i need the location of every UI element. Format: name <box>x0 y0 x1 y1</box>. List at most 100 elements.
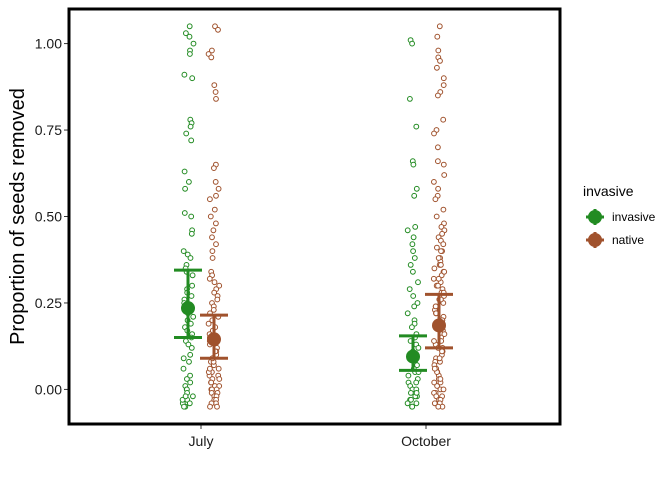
data-point-native <box>211 165 217 172</box>
data-point-native <box>207 403 213 410</box>
data-point-invasive <box>415 279 421 286</box>
data-point-invasive <box>186 358 192 365</box>
data-point-invasive <box>186 33 193 40</box>
summary-errorbars <box>174 268 453 372</box>
data-point-native <box>207 196 213 203</box>
y-axis-title: Proportion of seeds removed <box>7 88 29 345</box>
data-point-native <box>434 64 440 71</box>
data-point-native <box>209 248 216 255</box>
data-point-invasive <box>189 75 196 82</box>
data-point-invasive <box>181 403 187 410</box>
data-point-invasive <box>410 234 417 241</box>
data-point-invasive <box>185 341 192 348</box>
data-point-invasive <box>413 123 420 130</box>
data-point-native <box>440 241 447 248</box>
data-point-invasive <box>411 192 418 199</box>
data-point-invasive <box>181 71 188 78</box>
data-point-native <box>214 296 221 303</box>
data-point-invasive <box>187 372 194 379</box>
data-point-invasive <box>405 372 412 379</box>
data-point-native <box>435 255 442 261</box>
data-point-invasive <box>183 30 189 37</box>
data-point-native <box>440 116 447 123</box>
data-point-native <box>436 355 443 362</box>
data-point-native <box>212 23 218 30</box>
data-point-native <box>211 82 218 88</box>
data-point-native <box>432 196 439 203</box>
data-point-invasive <box>184 376 190 382</box>
legend-title: invasive <box>583 183 634 199</box>
data-point-invasive <box>408 390 414 396</box>
data-point-invasive <box>413 185 420 192</box>
x-tick-label: July <box>189 433 214 449</box>
data-point-invasive <box>188 213 195 220</box>
data-point-native <box>432 303 439 310</box>
data-point-invasive <box>409 403 416 410</box>
data-point-invasive <box>407 262 414 268</box>
data-point-native <box>440 386 447 393</box>
data-point-invasive <box>413 400 420 407</box>
data-point-invasive <box>413 379 420 386</box>
mean-marker-invasive <box>181 301 195 316</box>
data-point-invasive <box>406 286 413 293</box>
legend-key-dot <box>588 233 602 247</box>
data-point-native <box>431 130 437 137</box>
data-point-native <box>431 400 438 407</box>
data-point-native <box>209 234 215 241</box>
data-point-native <box>437 58 443 64</box>
data-point-invasive <box>409 241 416 248</box>
data-point-invasive <box>415 345 422 351</box>
data-point-invasive <box>189 282 196 289</box>
data-point-native <box>211 279 218 286</box>
data-point-invasive <box>187 255 194 261</box>
data-point-native <box>433 213 440 220</box>
mean-marker-native <box>432 318 446 333</box>
data-point-native <box>430 275 437 282</box>
data-point-invasive <box>188 345 195 351</box>
data-point-native <box>213 220 219 227</box>
data-point-native <box>441 172 448 178</box>
data-point-native <box>434 244 440 251</box>
data-point-invasive <box>180 365 187 372</box>
data-point-native <box>434 33 441 40</box>
data-point-native <box>441 331 448 338</box>
data-point-invasive <box>180 248 187 255</box>
data-point-invasive <box>407 96 413 102</box>
data-point-invasive <box>181 210 188 216</box>
data-point-native <box>212 89 219 95</box>
data-point-native <box>435 47 442 54</box>
data-point-native <box>206 275 213 282</box>
data-point-invasive <box>404 400 411 407</box>
data-point-native <box>210 307 217 313</box>
data-point-invasive <box>409 40 416 47</box>
data-point-native <box>215 185 222 192</box>
data-point-invasive <box>404 310 411 317</box>
data-point-native <box>210 227 217 234</box>
data-point-invasive <box>183 130 190 137</box>
data-point-native <box>438 248 444 255</box>
data-point-native <box>209 47 215 54</box>
data-point-native <box>214 403 220 410</box>
data-point-invasive <box>410 248 417 255</box>
data-point-native <box>213 241 219 248</box>
data-point-native <box>431 365 438 372</box>
mean-marker-invasive <box>406 349 420 364</box>
data-point-invasive <box>189 272 196 279</box>
data-point-native <box>431 265 438 272</box>
data-point-native <box>431 338 437 344</box>
y-tick-label: 0.75 <box>35 122 62 138</box>
data-point-invasive <box>187 123 194 130</box>
data-point-invasive <box>411 255 418 261</box>
data-point-invasive <box>404 227 411 234</box>
data-point-native <box>215 365 222 372</box>
data-point-invasive <box>414 300 421 306</box>
data-point-invasive <box>411 303 418 310</box>
data-point-native <box>436 23 443 30</box>
data-point-native <box>441 268 448 275</box>
data-point-native <box>211 289 218 296</box>
data-point-invasive <box>186 179 192 185</box>
data-point-native <box>435 144 441 151</box>
data-point-invasive <box>190 313 197 320</box>
data-point-native <box>216 376 223 382</box>
data-point-native <box>435 282 441 289</box>
